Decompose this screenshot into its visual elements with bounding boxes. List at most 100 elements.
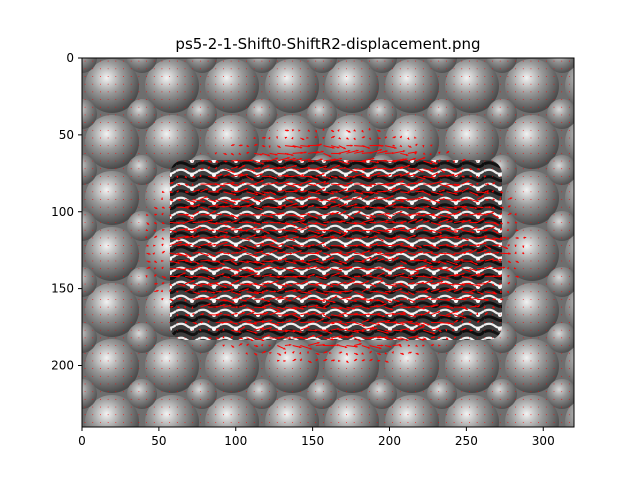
- vector-arrow-head: [237, 235, 240, 238]
- vector-arrow-head: [214, 295, 217, 298]
- vector-dot: [123, 122, 124, 124]
- vector-dot: [338, 99, 340, 100]
- vector-arrow: [377, 252, 390, 257]
- vector-arrow-head: [153, 267, 157, 270]
- vector-dot: [530, 152, 532, 154]
- vector-dot: [515, 368, 517, 370]
- vector-dot: [430, 137, 432, 139]
- vector-arrow-head: [170, 305, 174, 308]
- vector-arrow-head: [402, 272, 405, 276]
- vector-dot: [399, 406, 401, 408]
- vector-arrow-head: [436, 304, 439, 307]
- vector-arrow-head: [327, 182, 330, 185]
- vector-arrow-head: [444, 252, 447, 255]
- vector-dot: [84, 76, 86, 77]
- vector-arrow-head: [413, 329, 416, 332]
- vector-dot: [392, 129, 394, 131]
- vector-dot: [199, 345, 201, 346]
- vector-dot: [292, 83, 294, 85]
- vector-arrow-head: [394, 284, 397, 288]
- vector-dot: [530, 391, 532, 393]
- vector-dot: [407, 375, 409, 377]
- vector-arrow-head: [373, 284, 377, 287]
- vector-dot: [184, 99, 186, 100]
- vector-arrow-head: [299, 345, 302, 349]
- vector-dot: [422, 383, 424, 385]
- vector-dot: [461, 122, 463, 124]
- vector-arrow-head: [378, 231, 381, 234]
- vector-arrow-head: [223, 235, 227, 238]
- vector-arrow-head: [470, 329, 473, 332]
- vector-dot: [322, 60, 324, 62]
- vector-dot: [138, 60, 140, 62]
- vector-dot: [153, 306, 155, 308]
- vector-dot: [469, 345, 470, 346]
- vector-arrow-head: [343, 234, 347, 237]
- vector-dot: [169, 129, 171, 131]
- vector-dot: [453, 152, 455, 154]
- vector-arrow-head: [358, 195, 362, 198]
- vector-arrow-head: [469, 313, 473, 316]
- vector-arrow-head: [362, 329, 365, 333]
- vector-dot: [568, 206, 570, 208]
- vector-dot: [453, 99, 455, 100]
- vector-arrow-head: [437, 311, 441, 314]
- vector-dot: [461, 129, 463, 131]
- vector-arrow-head: [369, 351, 372, 354]
- vector-dot: [184, 383, 186, 385]
- vector-dot: [84, 175, 86, 177]
- vector-dot: [130, 114, 132, 116]
- vector-dot: [430, 352, 432, 354]
- vector-arrow-head: [280, 206, 283, 209]
- vector-dot: [192, 76, 194, 77]
- vector-dot: [253, 76, 255, 77]
- vector-arrow-head: [382, 315, 385, 318]
- vector-dot: [361, 375, 363, 377]
- vector-arrow-head: [446, 218, 449, 222]
- vector-arrow-head: [255, 344, 259, 348]
- vector-dot: [115, 322, 117, 323]
- vector-dot: [492, 137, 493, 139]
- vector-arrow-head: [448, 315, 451, 318]
- vector-dot: [445, 345, 447, 346]
- vector-dot: [392, 391, 394, 393]
- vector-dot: [115, 91, 117, 93]
- vector-arrow-head: [178, 238, 181, 241]
- vector-dot: [445, 414, 447, 416]
- vector-dot: [130, 68, 132, 70]
- vector-arrow-head: [428, 199, 432, 202]
- vector-dot: [123, 352, 124, 354]
- vector-dot: [315, 76, 317, 77]
- vector-dot: [261, 375, 263, 377]
- vector-dot: [130, 145, 132, 147]
- vector-dot: [92, 68, 94, 70]
- vector-dot: [92, 183, 94, 185]
- vector-dot: [123, 168, 124, 170]
- vector-arrow-head: [375, 166, 378, 169]
- vector-dot: [445, 122, 447, 124]
- vector-dot: [115, 214, 117, 216]
- vector-arrow-head: [191, 219, 194, 222]
- vector-dot: [353, 398, 355, 400]
- vector-arrow-head: [324, 359, 328, 362]
- vector-arrow-head: [376, 192, 379, 195]
- vector-arrow-head: [262, 144, 266, 148]
- vector-dot: [422, 122, 424, 124]
- vector-dot: [522, 122, 524, 124]
- vector-arrow-head: [228, 268, 231, 271]
- vector-arrow-head: [371, 218, 374, 222]
- vector-arrow-head: [455, 192, 458, 195]
- vector-arrow-head: [451, 245, 454, 248]
- vector-arrow-head: [199, 174, 202, 178]
- vector-arrow-head: [370, 216, 373, 219]
- vector-arrow-head: [362, 324, 366, 327]
- vector-arrow-head: [161, 243, 164, 247]
- vector-arrow-head: [455, 320, 459, 323]
- vector-arrow-head: [179, 297, 182, 301]
- vector-dot: [130, 91, 132, 93]
- vector-arrow-head: [481, 218, 485, 221]
- vector-arrow-head: [336, 197, 339, 200]
- vector-dot: [138, 68, 140, 70]
- vector-dot: [107, 329, 109, 331]
- vector-dot: [561, 175, 563, 177]
